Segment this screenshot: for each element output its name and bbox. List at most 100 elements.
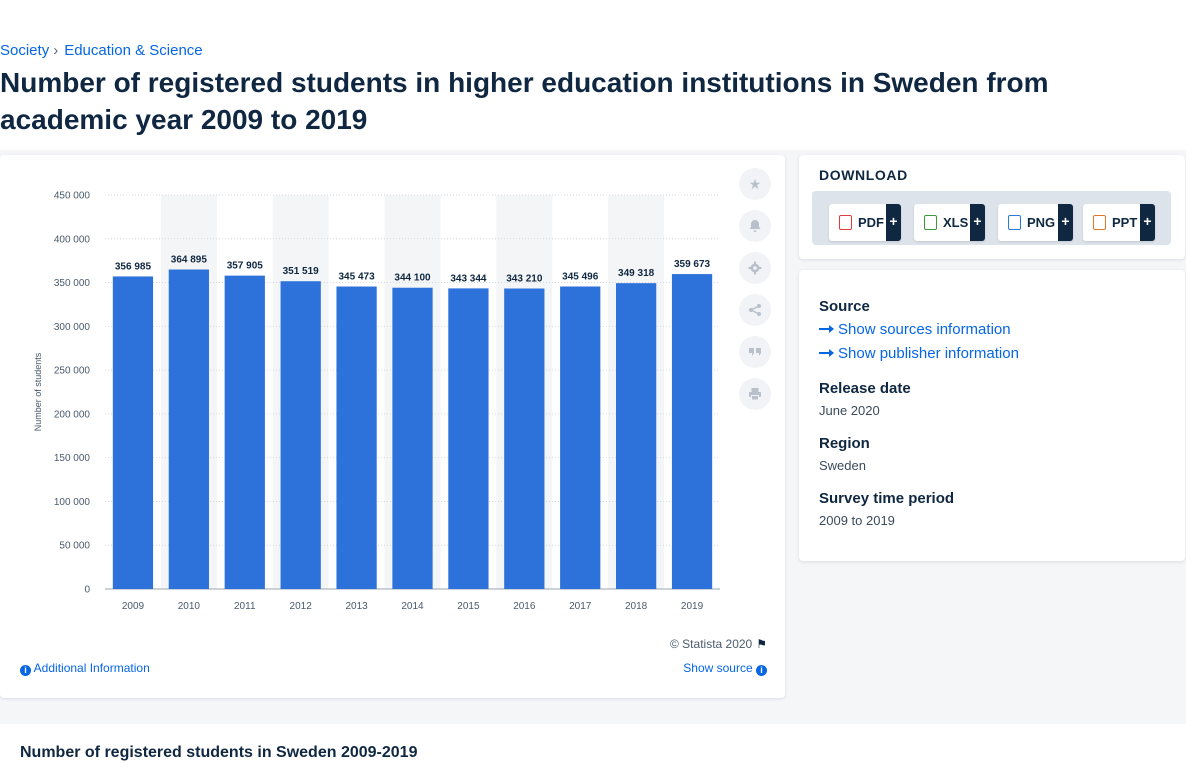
ppt-file-icon (1093, 215, 1106, 230)
download-png-label: PNG (1027, 215, 1056, 230)
data-label: 357 905 (227, 261, 264, 272)
flag-icon[interactable]: ⚑ (756, 637, 767, 651)
x-tick-label: 2013 (345, 601, 368, 612)
png-plus-icon[interactable]: + (1058, 204, 1073, 241)
y-tick-label: 300 000 (54, 322, 91, 333)
show-sources-link[interactable]: Show sources information (819, 321, 1011, 338)
print-icon[interactable] (739, 378, 771, 410)
bar (168, 269, 209, 589)
info-icon: i (20, 665, 31, 676)
download-tray: PDF + XLS + PNG + PPT + (812, 191, 1171, 245)
download-pdf-button[interactable]: PDF + (829, 204, 901, 241)
y-tick-label: 50 000 (59, 541, 90, 552)
bar (504, 288, 545, 589)
y-tick-label: 450 000 (54, 191, 91, 202)
data-label: 345 473 (339, 272, 376, 283)
chart-card: 0 50 000 100 000 150 000 200 000 250 000 300 0… (0, 155, 785, 698)
bottom-section-title: Number of registered students in Sweden … (20, 744, 418, 761)
arrow-right-icon (819, 349, 834, 357)
bar (336, 286, 377, 589)
survey-period-heading: Survey time period (819, 490, 955, 507)
png-file-icon (1008, 215, 1021, 230)
x-tick-label: 2011 (234, 601, 256, 612)
y-axis-title: Number of students (33, 352, 43, 431)
download-pdf-label: PDF (858, 215, 884, 230)
additional-information-label: Additional Information (33, 661, 150, 675)
release-date-heading: Release date (819, 380, 911, 397)
ppt-plus-icon[interactable]: + (1140, 204, 1155, 241)
download-card: DOWNLOAD PDF + XLS + PNG + PPT + (799, 155, 1185, 259)
show-sources-label: Show sources information (838, 321, 1011, 338)
data-label: 343 210 (506, 274, 543, 285)
bar (671, 274, 713, 589)
data-label: 356 985 (115, 261, 152, 272)
info-icon: i (756, 665, 767, 676)
bar (392, 287, 433, 589)
show-publisher-label: Show publisher information (838, 345, 1019, 362)
x-tick-label: 2019 (681, 601, 704, 612)
quote-icon[interactable] (739, 336, 771, 368)
download-ppt-label: PPT (1112, 215, 1138, 230)
bar (616, 283, 657, 589)
bar (224, 275, 265, 589)
download-title: DOWNLOAD (819, 167, 908, 183)
x-tick-label: 2010 (178, 601, 201, 612)
y-tick-label: 400 000 (54, 234, 91, 245)
pdf-plus-icon[interactable]: + (886, 204, 901, 241)
x-tick-label: 2012 (290, 601, 313, 612)
x-tick-label: 2015 (457, 601, 480, 612)
download-xls-label: XLS (943, 215, 969, 230)
page-title: Number of registered students in higher … (0, 67, 1049, 135)
bar (280, 281, 321, 589)
region-value: Sweden (819, 458, 866, 473)
x-tick-label: 2017 (569, 601, 592, 612)
chart-toolbar: ★ (739, 168, 771, 420)
data-label: 351 519 (283, 266, 320, 277)
data-label: 344 100 (394, 273, 431, 284)
y-tick-label: 0 (84, 585, 90, 596)
x-tick-label: 2009 (122, 601, 145, 612)
data-label: 364 895 (171, 255, 208, 266)
y-tick-label: 150 000 (54, 453, 91, 464)
show-source-link[interactable]: Show source i (683, 661, 767, 676)
header-band (0, 0, 1186, 150)
credit-text: © Statista 2020 (670, 637, 753, 651)
download-xls-button[interactable]: XLS + (914, 204, 985, 241)
y-tick-label: 250 000 (54, 366, 91, 377)
share-icon[interactable] (739, 294, 771, 326)
download-png-button[interactable]: PNG + (998, 204, 1073, 241)
breadcrumb-society[interactable]: Society (0, 42, 50, 59)
data-label: 359 673 (674, 259, 711, 270)
breadcrumb: Society › Education & Science (0, 42, 203, 59)
pdf-file-icon (839, 215, 852, 230)
additional-information-link[interactable]: i Additional Information (20, 661, 150, 676)
x-tick-label: 2014 (401, 601, 424, 612)
survey-period-value: 2009 to 2019 (819, 513, 895, 528)
bar (448, 288, 489, 589)
gear-icon[interactable] (739, 252, 771, 284)
bar-chart: 0 50 000 100 000 150 000 200 000 250 000 300 0… (33, 191, 720, 612)
x-tick-label: 2018 (625, 601, 648, 612)
xls-file-icon (924, 215, 937, 230)
statistic-details-card: Source Show sources information Show pub… (799, 270, 1185, 561)
download-ppt-button[interactable]: PPT + (1083, 204, 1155, 241)
breadcrumb-separator: › (53, 42, 59, 59)
bottom-section (0, 724, 1186, 764)
star-icon[interactable]: ★ (739, 168, 771, 200)
release-date-value: June 2020 (819, 403, 880, 418)
arrow-right-icon (819, 325, 834, 333)
xls-plus-icon[interactable]: + (970, 204, 985, 241)
x-tick-label: 2016 (513, 601, 536, 612)
bar (560, 286, 601, 589)
y-tick-label: 100 000 (54, 497, 91, 508)
breadcrumb-education-science[interactable]: Education & Science (64, 42, 203, 59)
data-label: 343 344 (450, 273, 487, 284)
region-heading: Region (819, 435, 870, 452)
y-tick-label: 350 000 (54, 278, 91, 289)
bell-icon[interactable] (739, 210, 771, 242)
statista-credit: © Statista 2020 ⚑ (670, 637, 767, 651)
show-source-label: Show source (683, 661, 753, 675)
show-publisher-link[interactable]: Show publisher information (819, 345, 1019, 362)
data-label: 345 496 (562, 271, 599, 282)
y-tick-label: 200 000 (54, 409, 91, 420)
